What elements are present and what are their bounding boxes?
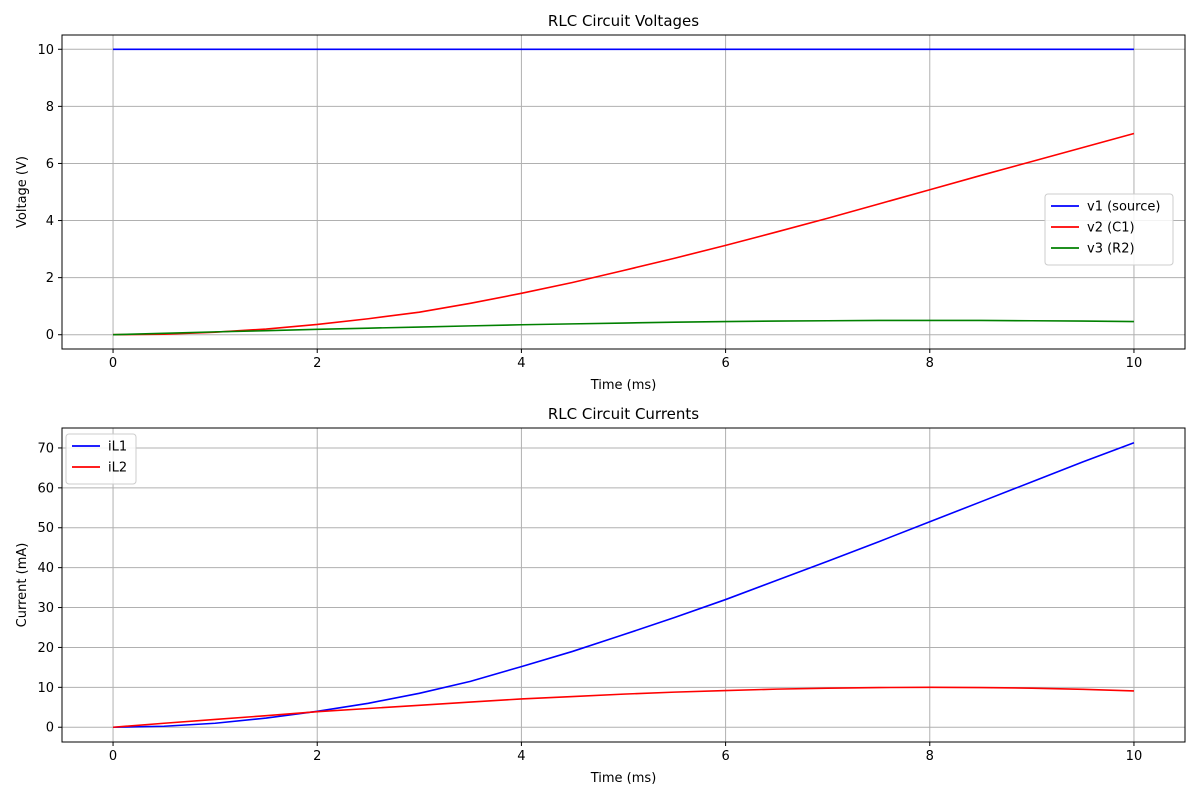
currents-title: RLC Circuit Currents: [548, 405, 699, 423]
voltages-legend-label-v2-c1: v2 (C1): [1087, 221, 1135, 236]
voltages-x-tick-label: 4: [517, 356, 525, 371]
voltages-legend-label-v1-source: v1 (source): [1087, 200, 1160, 215]
currents-x-tick-label: 4: [517, 749, 525, 764]
currents-series-il2: [112, 686, 1134, 729]
voltages-x-tick-label: 0: [109, 356, 117, 371]
currents-y-tick-label: 40: [37, 561, 54, 576]
voltages-series-v3-r2: [113, 319, 1134, 336]
voltages-legend-label-v3-r2: v3 (R2): [1087, 242, 1135, 257]
currents-y-axis-label: Current (mA): [15, 543, 30, 628]
currents-y-tick-label: 0: [46, 721, 54, 736]
currents-x-tick-label: 8: [926, 749, 934, 764]
currents-chart: 0 2 4 6 8 10 0 10 20 30 40 50 60 70 RLC Circuit Curre…: [15, 405, 1186, 786]
currents-y-tick-label: 60: [37, 481, 54, 496]
currents-axes-frame: [61, 427, 1186, 743]
voltages-axes-frame: [61, 34, 1186, 350]
voltages-ticks: 0 2 4 6 8 10 0 2 4 6 8 10: [37, 43, 1142, 371]
voltages-chart: 0 2 4 6 8 10 0 2 4 6 8 10 RLC Circuit Voltages Time…: [15, 12, 1186, 393]
voltages-x-tick-label: 6: [721, 356, 729, 371]
voltages-series-v2-c1: [113, 132, 1135, 336]
currents-lines: [112, 442, 1135, 729]
currents-y-tick-label: 50: [37, 521, 54, 536]
currents-legend-label-il2: iL2: [108, 461, 127, 476]
voltages-x-tick-label: 2: [313, 356, 321, 371]
voltages-y-tick-label: 10: [37, 43, 54, 58]
currents-y-tick-label: 70: [37, 441, 54, 456]
voltages-x-axis-label: Time (ms): [590, 378, 657, 393]
voltages-y-tick-label: 0: [46, 328, 54, 343]
voltages-y-tick-label: 6: [46, 157, 54, 172]
voltages-x-tick-label: 8: [926, 356, 934, 371]
currents-x-tick-label: 0: [109, 749, 117, 764]
currents-ticks: 0 2 4 6 8 10 0 10 20 30 40 50 60 70: [37, 441, 1142, 764]
currents-x-tick-label: 10: [1126, 749, 1143, 764]
currents-x-tick-label: 6: [721, 749, 729, 764]
voltages-legend: v1 (source) v2 (C1) v3 (R2): [1044, 193, 1174, 266]
currents-series-il1: [113, 442, 1135, 729]
currents-grid: [62, 428, 1185, 742]
voltages-y-tick-label: 8: [46, 100, 54, 115]
voltages-y-tick-label: 4: [46, 214, 54, 229]
voltages-y-tick-label: 2: [46, 271, 54, 286]
currents-y-tick-label: 30: [37, 601, 54, 616]
voltages-lines: [113, 48, 1135, 336]
currents-y-tick-label: 20: [37, 641, 54, 656]
voltages-x-tick-label: 10: [1126, 356, 1143, 371]
currents-x-axis-label: Time (ms): [590, 771, 657, 786]
voltages-y-axis-label: Voltage (V): [15, 156, 30, 228]
voltages-title: RLC Circuit Voltages: [548, 12, 699, 30]
currents-y-tick-label: 10: [37, 681, 54, 696]
currents-legend-label-il1: iL1: [108, 440, 127, 455]
currents-x-tick-label: 2: [313, 749, 321, 764]
